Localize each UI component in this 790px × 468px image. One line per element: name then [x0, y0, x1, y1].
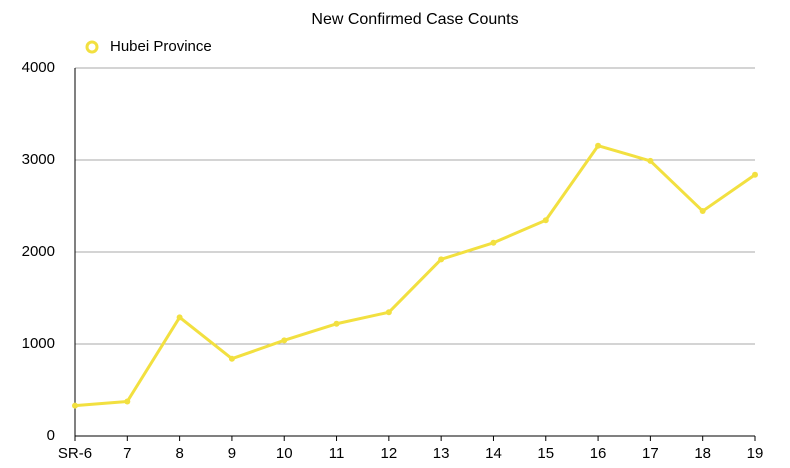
line: [74, 144, 756, 408]
y-tick-label: 2000: [22, 243, 55, 260]
point: [124, 398, 131, 405]
x-tick-label: 7: [123, 445, 131, 462]
point: [752, 171, 758, 178]
y-tick-label: 0: [47, 427, 55, 444]
x-tick-label: SR-6: [58, 445, 92, 462]
x-tick-label: 19: [747, 445, 764, 462]
x-tick-label: 15: [537, 445, 554, 462]
x-tick-label: 18: [694, 445, 711, 462]
x-tick-label: 10: [276, 445, 293, 462]
point: [281, 337, 288, 344]
point: [176, 314, 183, 321]
x-tick-label: 17: [642, 445, 659, 462]
point: [333, 320, 340, 327]
x-tick-label: 13: [433, 445, 450, 462]
point: [385, 309, 392, 316]
point: [542, 217, 549, 224]
point: [699, 208, 706, 215]
x-tick-label: 8: [175, 445, 183, 462]
point: [228, 355, 235, 362]
x-tick-label: 11: [329, 445, 345, 462]
x-tick-label: 9: [228, 445, 236, 462]
point: [72, 402, 78, 409]
y-tick-label: 4000: [22, 59, 55, 76]
point: [595, 142, 602, 149]
x-tick-label: 12: [381, 445, 398, 462]
x-tick-label: 16: [590, 445, 607, 462]
point: [438, 256, 445, 263]
chart-title: New Confirmed Case Counts: [311, 11, 518, 28]
legend-marker: [85, 40, 99, 54]
legend-label: Hubei Province: [110, 38, 212, 55]
x-tick-label: 14: [485, 445, 502, 462]
point: [490, 239, 497, 246]
point: [647, 157, 654, 164]
y-tick-label: 3000: [22, 151, 55, 168]
y-tick-label: 1000: [22, 335, 55, 352]
